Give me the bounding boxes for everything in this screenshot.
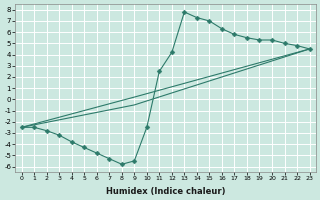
X-axis label: Humidex (Indice chaleur): Humidex (Indice chaleur) [106, 187, 225, 196]
